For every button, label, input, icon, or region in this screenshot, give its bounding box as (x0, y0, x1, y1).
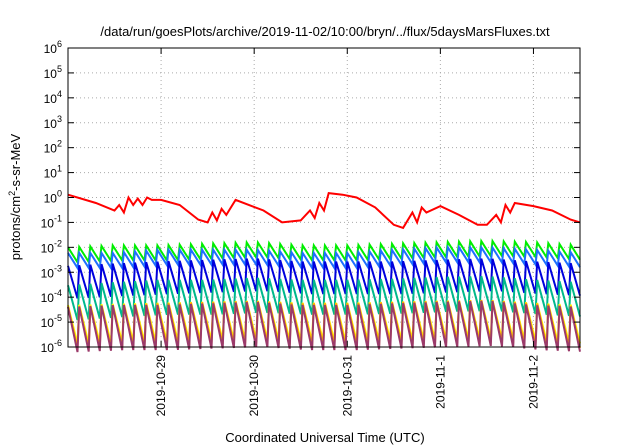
y-tick-base: 10 (41, 291, 55, 305)
y-tick-base: 10 (41, 316, 55, 330)
series-line-4 (67, 275, 581, 321)
x-tick-label: 2019-11-1 (433, 355, 447, 409)
y-tick-exponent: -3 (54, 263, 62, 273)
series-line-7 (67, 300, 581, 353)
y-axis-ticks: 10610510410310210110010-110-210-310-410-… (41, 39, 580, 355)
y-tick-exponent: 2 (57, 139, 62, 149)
y-tick-exponent: -4 (54, 288, 62, 298)
y-tick-base: 10 (44, 42, 58, 56)
y-tick-label: 10-5 (41, 313, 62, 330)
y-tick-exponent: -6 (54, 338, 62, 348)
y-axis-label: protons/cm2-s-sr-MeV (7, 133, 23, 260)
y-tick-base: 10 (44, 142, 58, 156)
y-tick-label: 104 (44, 89, 62, 106)
y-tick-exponent: 6 (57, 39, 62, 49)
y-axis-label-rest: -s-sr-MeV (8, 133, 23, 190)
y-tick-label: 100 (44, 189, 62, 206)
x-tick-label: 2019-11-2 (526, 355, 540, 409)
y-tick-base: 10 (44, 92, 58, 106)
y-tick-label: 105 (44, 64, 62, 81)
y-tick-base: 10 (44, 167, 58, 181)
y-tick-label: 103 (44, 114, 62, 131)
y-tick-label: 10-6 (41, 338, 62, 355)
y-tick-exponent: 1 (57, 164, 62, 174)
series-group (67, 192, 581, 353)
y-tick-label: 10-1 (41, 213, 62, 230)
y-tick-base: 10 (41, 216, 55, 230)
y-tick-exponent: -2 (54, 238, 62, 248)
y-tick-exponent: 5 (57, 64, 62, 74)
y-tick-base: 10 (44, 67, 58, 81)
y-tick-label: 106 (44, 39, 62, 56)
y-tick-exponent: 4 (57, 89, 62, 99)
y-tick-exponent: -5 (54, 313, 62, 323)
y-tick-base: 10 (41, 266, 55, 280)
y-axis-label-main: protons/cm (8, 196, 23, 260)
x-tick-label: 2019-10-29 (154, 355, 168, 417)
x-axis-ticks: 2019-10-29 2019-10-30 2019-10-31 2019-11-1 2… (154, 48, 540, 416)
y-tick-label: 10-3 (41, 263, 62, 280)
y-tick-base: 10 (41, 241, 55, 255)
y-tick-label: 102 (44, 139, 62, 156)
chart-title: /data/run/goesPlots/archive/2019-11-02/1… (100, 24, 550, 39)
y-tick-label: 10-4 (41, 288, 62, 305)
y-tick-exponent: 0 (57, 189, 62, 199)
series-line-0 (67, 192, 581, 230)
series-line-2 (67, 244, 581, 271)
x-axis-label: Coordinated Universal Time (UTC) (225, 430, 424, 445)
y-tick-base: 10 (44, 192, 58, 206)
y-axis-label-sup: 2 (7, 191, 17, 196)
y-tick-label: 101 (44, 164, 62, 181)
y-tick-exponent: -1 (54, 213, 62, 223)
y-tick-exponent: 3 (57, 114, 62, 124)
x-tick-label: 2019-10-30 (247, 355, 261, 417)
y-tick-base: 10 (41, 341, 55, 355)
x-tick-label: 2019-10-31 (340, 355, 354, 417)
y-tick-base: 10 (44, 117, 58, 131)
y-tick-label: 10-2 (41, 238, 62, 255)
